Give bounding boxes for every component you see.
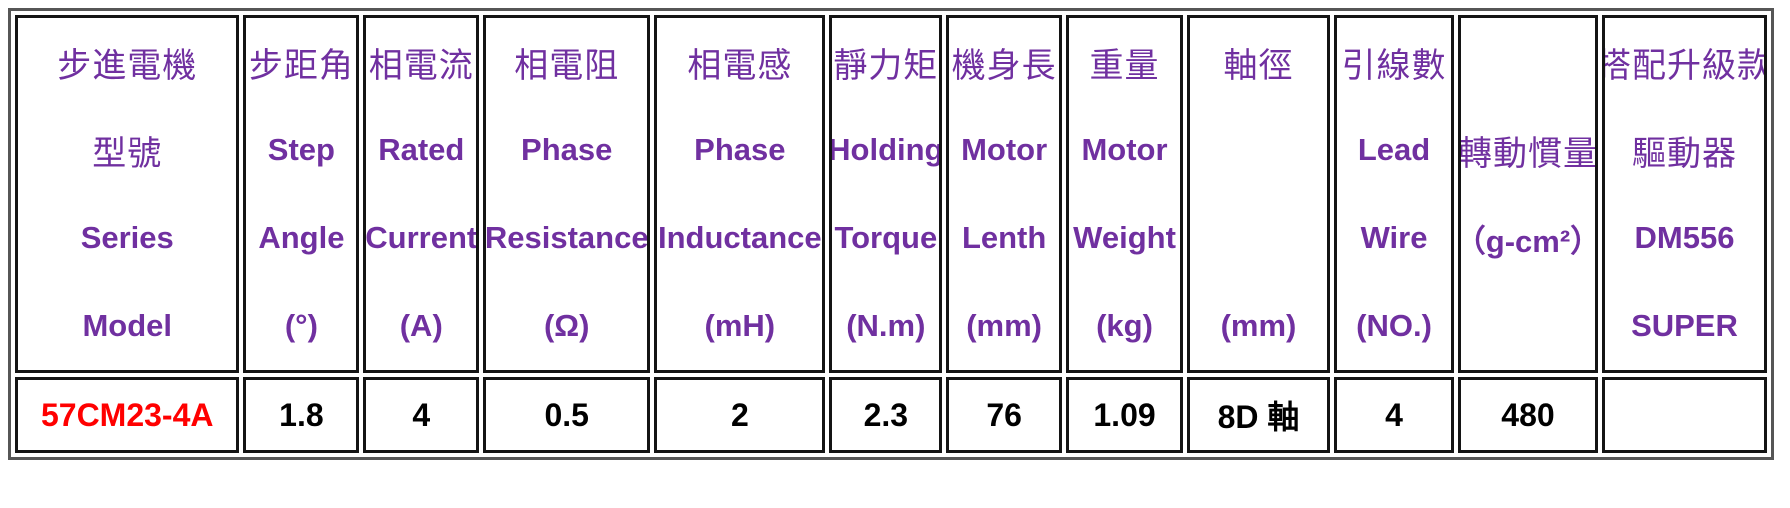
spec-table: 步進電機型號 Series Model 步距角 Step Angle (°) 相電流 Rated…	[8, 8, 1774, 460]
value-cell-lead-wire: 4	[1334, 377, 1455, 453]
header-line-rotor-inertia-2: （g-cm²）	[1458, 223, 1598, 259]
header-line-step-angle-2: Angle	[258, 220, 345, 255]
value-cell-rated-current: 4	[363, 377, 480, 453]
header-line-phase-inductance-2: Inductance	[658, 220, 822, 255]
header-cell-model: 步進電機型號 Series Model	[15, 15, 240, 373]
header-line-motor-weight-0: 重量	[1089, 47, 1160, 85]
header-line-step-angle-0: 步距角	[248, 47, 354, 85]
header-line-rated-current-0: 相電流	[368, 47, 474, 85]
value-cell-motor-length: 76	[946, 377, 1063, 453]
header-line-rated-current-1: Rated	[378, 132, 465, 167]
header-cell-shaft-diameter: 軸徑 (mm)	[1186, 15, 1330, 373]
header-line-lead-wire-2: Wire	[1360, 220, 1428, 255]
header-line-motor-length-3: (mm)	[966, 308, 1043, 343]
header-line-phase-resistance-0: 相電阻	[514, 47, 620, 85]
header-cell-rotor-inertia: 轉動慣量 （g-cm²）	[1458, 15, 1598, 373]
header-line-driver-0: 搭配升級款	[1601, 47, 1767, 85]
header-line-driver-1: 驅動器	[1631, 135, 1737, 173]
header-cell-driver: 搭配升級款驅動器 DM556 SUPER	[1601, 15, 1767, 373]
header-line-phase-inductance-1: Phase	[694, 132, 786, 167]
header-line-phase-resistance-2: Resistance	[484, 220, 649, 255]
header-line-rated-current-3: (A)	[399, 308, 443, 343]
header-line-holding-torque-3: (N.m)	[846, 308, 926, 343]
header-cell-rated-current: 相電流 Rated Current (A)	[363, 15, 480, 373]
header-cell-motor-weight: 重量 Motor Weight (kg)	[1066, 15, 1183, 373]
header-line-phase-resistance-3: (Ω)	[543, 308, 590, 343]
header-line-rotor-inertia-3	[1461, 282, 1595, 370]
header-line-driver-2: DM556	[1634, 220, 1735, 255]
header-line-rotor-inertia-1: 轉動慣量	[1458, 135, 1598, 173]
header-line-phase-inductance-3: (mH)	[704, 308, 776, 343]
value-cell-shaft-diameter: 8D 軸	[1186, 377, 1330, 453]
value-cell-phase-resistance: 0.5	[483, 377, 651, 453]
value-cell-rotor-inertia: 480	[1458, 377, 1598, 453]
header-cell-motor-length: 機身長 Motor Lenth (mm)	[946, 15, 1063, 373]
header-line-shaft-diameter-3: (mm)	[1220, 308, 1297, 343]
header-line-motor-weight-2: Weight	[1073, 220, 1176, 255]
header-line-holding-torque-0: 靜力矩	[833, 47, 939, 85]
header-line-step-angle-3: (°)	[284, 308, 318, 343]
value-cell-holding-torque: 2.3	[829, 377, 943, 453]
value-cell-driver	[1601, 377, 1767, 453]
header-line-model-0: 步進電機	[57, 47, 198, 85]
header-line-shaft-diameter-2	[1190, 194, 1327, 282]
header-line-lead-wire-3: (NO.)	[1356, 308, 1432, 343]
header-line-motor-length-2: Lenth	[961, 220, 1047, 255]
header-line-model-3: Model	[82, 308, 172, 343]
header-line-motor-weight-3: (kg)	[1096, 308, 1153, 343]
value-cell-step-angle: 1.8	[243, 377, 360, 453]
header-line-driver-3: SUPER	[1631, 308, 1738, 343]
header-line-rated-current-2: Current	[365, 220, 478, 255]
header-cell-step-angle: 步距角 Step Angle (°)	[243, 15, 360, 373]
value-cell-motor-weight: 1.09	[1066, 377, 1183, 453]
header-line-shaft-diameter-0: 軸徑	[1223, 47, 1294, 85]
header-line-model-1: 型號	[92, 135, 163, 173]
value-cell-phase-inductance: 2	[654, 377, 826, 453]
header-line-holding-torque-1: Holding	[829, 132, 943, 167]
header-line-lead-wire-0: 引線數	[1341, 47, 1447, 85]
header-line-holding-torque-2: Torque	[834, 220, 938, 255]
header-line-motor-weight-1: Motor	[1081, 132, 1168, 167]
header-cell-phase-inductance: 相電感 Phase Inductance (mH)	[654, 15, 826, 373]
header-line-step-angle-1: Step	[267, 132, 335, 167]
header-line-model-2: Series	[80, 220, 174, 255]
header-cell-lead-wire: 引線數 Lead Wire (NO.)	[1334, 15, 1455, 373]
header-line-shaft-diameter-1	[1190, 106, 1327, 194]
header-cell-holding-torque: 靜力矩 Holding Torque (N.m)	[829, 15, 943, 373]
header-line-motor-length-1: Motor	[961, 132, 1048, 167]
header-line-motor-length-0: 機身長	[951, 47, 1057, 85]
header-line-phase-resistance-1: Phase	[521, 132, 613, 167]
header-line-lead-wire-1: Lead	[1357, 132, 1431, 167]
header-cell-phase-resistance: 相電阻 Phase Resistance (Ω)	[483, 15, 651, 373]
header-line-phase-inductance-0: 相電感	[687, 47, 793, 85]
header-line-rotor-inertia-0	[1461, 18, 1595, 106]
data-row: 57CM23-4A 1.8 4 0.5 2 2.3 76 1.09 8D 軸 4 480	[15, 377, 1767, 453]
value-cell-model: 57CM23-4A	[15, 377, 240, 453]
header-row: 步進電機型號 Series Model 步距角 Step Angle (°) 相電流 Rated…	[15, 15, 1767, 373]
